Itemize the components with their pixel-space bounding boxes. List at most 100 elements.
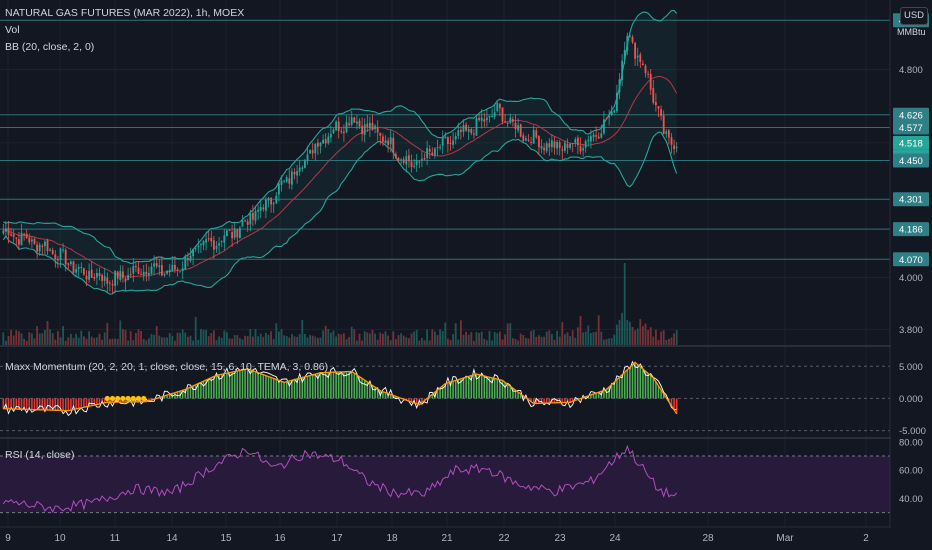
volume-bar-161 (420, 337, 423, 345)
candle-body-149 (389, 137, 392, 145)
volume-bar-114 (298, 334, 301, 345)
candle-body-20 (54, 254, 57, 260)
volume-bar-107 (280, 329, 283, 345)
price-label-3: 4.577 (899, 123, 923, 134)
pane-separators[interactable] (0, 0, 932, 528)
candle-body-117 (306, 154, 309, 161)
candle-body-66 (173, 264, 176, 270)
squeeze-dot-42 (109, 395, 116, 402)
candle-body-172 (449, 143, 452, 145)
candle-body-218 (569, 143, 572, 148)
candle-body-96 (251, 213, 254, 220)
volume-bar-197 (514, 339, 517, 345)
price-label-3-bg (893, 120, 929, 135)
volume-bar-76 (199, 329, 202, 345)
volume-bar-125 (327, 329, 330, 345)
candle-body-144 (376, 127, 379, 133)
candle-body-193 (504, 121, 507, 123)
volume-bar-133 (348, 337, 351, 345)
volume-bar-179 (467, 334, 470, 345)
volume-bar-106 (277, 331, 280, 345)
candle-body-174 (454, 136, 457, 140)
volume-bar-241 (628, 321, 631, 345)
price-axis[interactable]: 4.9904.8004.6264.5774.51844:564.4504.301… (891, 0, 932, 550)
squeeze-dot-40 (104, 395, 110, 402)
candle-body-46 (121, 271, 124, 279)
time-axis[interactable]: 9 10 11 14 15 16 17 18 21 22 23 24 28 Mar 2 (5, 533, 869, 544)
volume-bar-174 (454, 323, 457, 345)
candle-body-15 (41, 245, 44, 247)
candle-body-233 (608, 116, 611, 118)
volume-bar-255 (665, 339, 668, 345)
candle-body-138 (361, 125, 364, 135)
candle-body-36 (95, 272, 98, 278)
volume-bar-38 (101, 339, 104, 345)
volume-bar-148 (387, 335, 390, 345)
candle-body-50 (132, 266, 135, 274)
candle-body-156 (407, 155, 410, 162)
volume-bar-8 (23, 338, 26, 345)
volume-bar-87 (228, 338, 231, 345)
volume-bar-163 (426, 329, 429, 345)
price-label-7-bg (893, 222, 929, 237)
volume-bar-166 (433, 331, 436, 345)
volume-bar-56 (147, 338, 150, 345)
candle-body-2 (7, 227, 10, 235)
volume-bar-117 (306, 337, 309, 345)
volume-bar-248 (647, 330, 650, 345)
candle-body-67 (176, 269, 179, 271)
volume-bar-19 (51, 333, 54, 345)
candle-body-124 (324, 139, 327, 144)
volume-bar-98 (257, 336, 260, 345)
candle-body-103 (270, 198, 273, 205)
candle-body-108 (283, 180, 286, 182)
candle-body-163 (426, 148, 429, 159)
volume-bar-204 (532, 329, 535, 345)
volume-bar-23 (62, 326, 65, 345)
price-axis-bg (891, 0, 932, 550)
volume-bar-37 (98, 333, 101, 345)
currency-button[interactable]: USD (900, 7, 928, 25)
volume-bar-203 (530, 331, 533, 345)
time-label-7: 18 (386, 533, 398, 544)
volume-bar-72 (189, 335, 192, 345)
volume-bar-158 (413, 331, 416, 345)
candle-body-161 (420, 158, 423, 161)
candle-body-0 (2, 230, 5, 234)
candle-body-133 (348, 123, 351, 125)
volume-bar-109 (285, 335, 288, 345)
candle-body-83 (218, 243, 221, 246)
volume-bar-207 (540, 336, 543, 345)
candle-body-44 (116, 271, 119, 279)
volume-bar-215 (561, 322, 564, 345)
candle-body-7 (20, 232, 23, 246)
volume-bar-34 (90, 336, 93, 345)
candle-body-235 (613, 110, 616, 113)
volume-bar-230 (600, 331, 603, 345)
time-label-1: 10 (54, 533, 66, 544)
candle-body-134 (350, 117, 353, 125)
volume-bar-252 (657, 339, 660, 345)
volume-bar-120 (314, 336, 317, 345)
time-label-14: 2 (863, 533, 869, 544)
candle-body-114 (298, 167, 301, 172)
volume-bar-210 (548, 330, 551, 345)
volume-bar-224 (584, 331, 587, 345)
candle-body-171 (446, 137, 449, 144)
volume-bar-41 (108, 339, 111, 345)
volume-bar-60 (158, 335, 161, 345)
volume-bar-129 (337, 333, 340, 345)
volume-bar-128 (335, 336, 338, 345)
candle-body-236 (615, 92, 618, 112)
candle-body-169 (441, 136, 444, 146)
candle-body-90 (236, 228, 239, 238)
tema-line (3, 361, 678, 415)
candle-body-146 (381, 136, 384, 142)
volume-bar-188 (491, 340, 494, 345)
volume-bar-209 (545, 331, 548, 345)
chart-title: NATURAL GAS FUTURES (MAR 2022), 1h, MOEX (5, 7, 245, 19)
price-label-1: 4.800 (899, 65, 923, 76)
volume-bar-247 (644, 323, 647, 345)
candle-body-49 (129, 273, 132, 275)
